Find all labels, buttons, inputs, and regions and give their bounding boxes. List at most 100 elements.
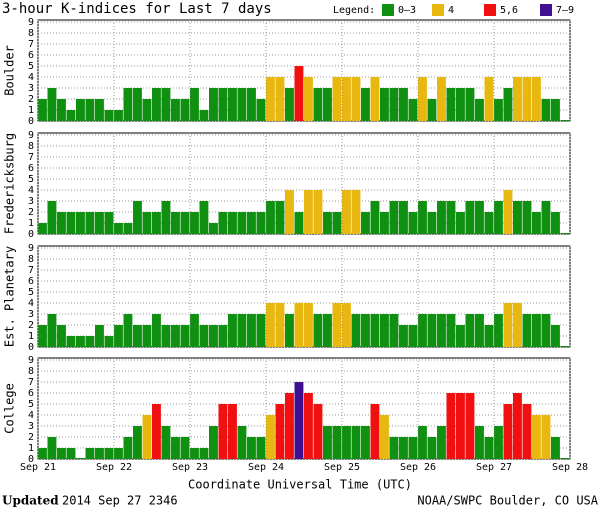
- bar: [114, 448, 123, 459]
- bar: [218, 325, 228, 347]
- bar: [237, 88, 247, 121]
- bar: [76, 336, 85, 347]
- bar: [152, 404, 161, 459]
- bar: [503, 303, 513, 347]
- bar: [95, 448, 104, 459]
- bar: [522, 404, 532, 459]
- bar: [475, 426, 484, 459]
- bar: [408, 212, 418, 234]
- bar: [351, 314, 361, 347]
- legend-swatch: [540, 4, 552, 16]
- bar: [304, 190, 313, 234]
- y-tick-label: 6: [28, 388, 34, 399]
- bar: [57, 325, 66, 347]
- bar: [266, 201, 275, 234]
- bar: [399, 325, 408, 347]
- bar: [228, 88, 237, 121]
- y-tick-label: 3: [28, 196, 34, 207]
- bar: [389, 314, 399, 347]
- bar: [95, 99, 104, 121]
- bar: [171, 437, 180, 459]
- bar: [190, 448, 199, 459]
- y-tick-label: 2: [28, 320, 34, 331]
- bar: [247, 88, 256, 121]
- bar: [522, 201, 532, 234]
- x-tick-label: Sep 28: [552, 462, 588, 473]
- y-tick-label: 1: [28, 105, 34, 116]
- legend-label: 7–9: [556, 5, 574, 16]
- bar: [541, 415, 551, 459]
- bar: [370, 314, 380, 347]
- bar: [190, 88, 199, 121]
- bar: [199, 325, 209, 347]
- bar: [475, 314, 484, 347]
- y-tick-label: 0: [28, 342, 34, 353]
- bar: [95, 325, 104, 347]
- bar: [133, 426, 142, 459]
- bar: [532, 212, 541, 234]
- bar: [171, 325, 180, 347]
- bar: [57, 448, 66, 459]
- bar: [332, 303, 342, 347]
- bar: [427, 314, 437, 347]
- bar: [437, 77, 446, 121]
- bar: [389, 201, 399, 234]
- bar: [247, 314, 256, 347]
- bar: [351, 190, 361, 234]
- bar: [66, 336, 76, 347]
- bar: [532, 77, 541, 121]
- y-tick-label: 1: [28, 331, 34, 342]
- bar: [551, 325, 560, 347]
- y-tick-label: 9: [28, 355, 34, 366]
- bar: [190, 314, 199, 347]
- bar: [399, 88, 408, 121]
- bar: [503, 404, 513, 459]
- bar: [285, 393, 294, 459]
- bar: [142, 325, 152, 347]
- bar: [228, 404, 237, 459]
- y-tick-label: 7: [28, 152, 34, 163]
- legend-label: 5,6: [500, 5, 518, 16]
- bar: [389, 437, 399, 459]
- bar: [532, 415, 541, 459]
- y-tick-label: 8: [28, 366, 34, 377]
- bar: [38, 325, 47, 347]
- y-tick-label: 9: [28, 243, 34, 254]
- bar: [294, 212, 304, 234]
- bar: [104, 110, 114, 121]
- y-tick-label: 5: [28, 399, 34, 410]
- bar: [142, 415, 152, 459]
- bar: [408, 325, 418, 347]
- bar: [304, 393, 313, 459]
- bar: [190, 212, 199, 234]
- bar: [551, 212, 560, 234]
- y-tick-label: 1: [28, 218, 34, 229]
- bar: [551, 99, 560, 121]
- bar: [66, 212, 76, 234]
- bar: [123, 314, 133, 347]
- bar: [47, 88, 57, 121]
- bar: [418, 201, 427, 234]
- y-tick-label: 9: [28, 130, 34, 141]
- legend-label: 4: [448, 5, 454, 16]
- bar: [475, 201, 484, 234]
- bar: [57, 99, 66, 121]
- bar: [247, 212, 256, 234]
- legend-label: 0–3: [398, 5, 416, 16]
- bar: [275, 303, 285, 347]
- bar: [133, 201, 142, 234]
- bar: [161, 426, 171, 459]
- y-tick-label: 8: [28, 141, 34, 152]
- bar: [361, 314, 370, 347]
- y-tick-label: 4: [28, 410, 34, 421]
- y-tick-label: 3: [28, 421, 34, 432]
- panel-label: Est. Planetary: [3, 246, 17, 347]
- bar: [389, 88, 399, 121]
- panel-label: College: [3, 383, 17, 434]
- bar: [503, 88, 513, 121]
- bar: [342, 303, 351, 347]
- bar: [418, 314, 427, 347]
- bar: [408, 99, 418, 121]
- bar: [142, 212, 152, 234]
- bar: [218, 88, 228, 121]
